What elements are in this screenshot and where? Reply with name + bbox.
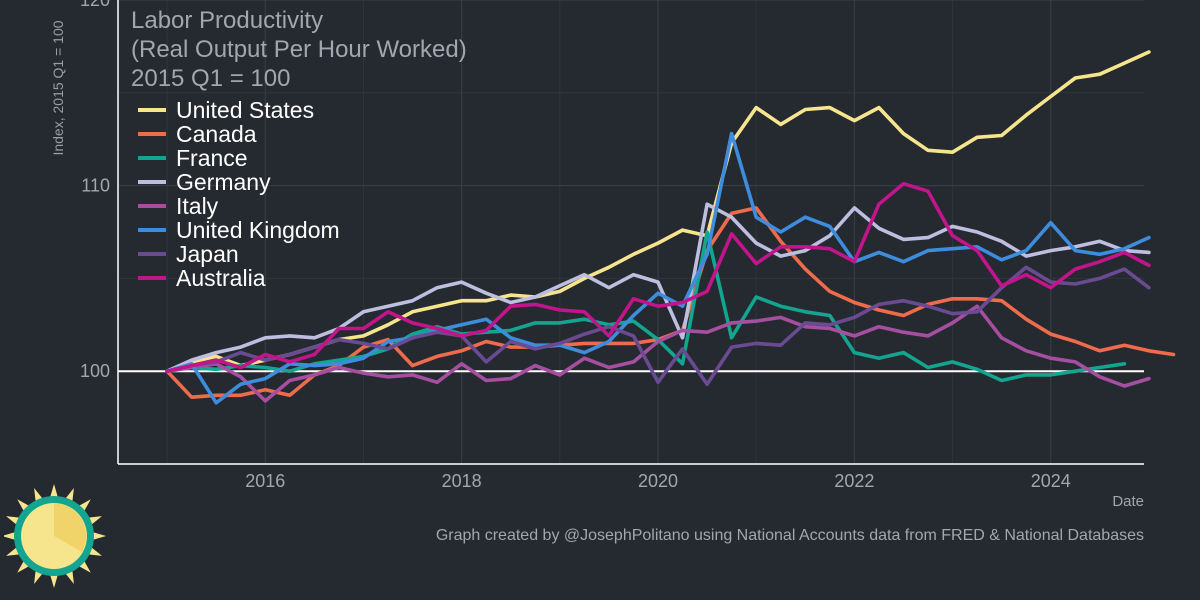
- series-line-australia: [165, 181, 1151, 374]
- legend-label: United States: [176, 97, 315, 123]
- series-line-germany: [165, 202, 1151, 374]
- legend-swatch: [138, 156, 166, 160]
- series-line-france: [165, 230, 1127, 383]
- legend-swatch: [138, 132, 166, 136]
- source-caption: Graph created by @JosephPolitano using N…: [435, 527, 1144, 544]
- x-tick-label: 2016: [245, 471, 285, 491]
- x-tick-label: 2018: [442, 471, 482, 491]
- legend-label: United Kingdom: [176, 217, 340, 243]
- legend-swatch: [138, 204, 166, 208]
- x-tick-label: 2024: [1031, 471, 1071, 491]
- sun-logo-icon: [4, 484, 106, 588]
- legend-label: France: [176, 145, 248, 171]
- x-tick-label: 2020: [638, 471, 678, 491]
- legend-swatch: [138, 108, 166, 112]
- series-line-italy: [165, 304, 1151, 403]
- chart-subtitle-2: 2015 Q1 = 100: [131, 65, 291, 92]
- legend-label: Italy: [176, 193, 219, 219]
- tick-labels: 2016 2018 2020 2022 2024 100 110 120: [80, 0, 1071, 491]
- legend-label: Germany: [176, 169, 271, 195]
- chart-title: Labor Productivity: [131, 7, 324, 34]
- series-line-united-kingdom: [165, 131, 1151, 405]
- legend-swatch: [138, 228, 166, 232]
- x-axis-label: Date: [1112, 493, 1144, 510]
- x-tick-label: 2022: [834, 471, 874, 491]
- legend-label: Japan: [176, 241, 239, 267]
- legend-label: Canada: [176, 121, 257, 147]
- legend-label: Australia: [176, 265, 266, 291]
- y-tick-label: 110: [81, 176, 110, 196]
- y-tick-label: 120: [80, 0, 110, 10]
- legend-swatch: [138, 252, 166, 256]
- series-line-japan: [165, 265, 1151, 387]
- chart-subtitle-1: (Real Output Per Hour Worked): [131, 36, 467, 63]
- y-axis-label: Index, 2015 Q1 = 100: [50, 20, 66, 156]
- series-lines: [165, 50, 1176, 405]
- legend-swatch: [138, 180, 166, 184]
- chart-title-block: Labor Productivity (Real Output Per Hour…: [131, 6, 467, 93]
- y-tick-label: 100: [80, 361, 110, 381]
- legend-swatch: [138, 276, 166, 280]
